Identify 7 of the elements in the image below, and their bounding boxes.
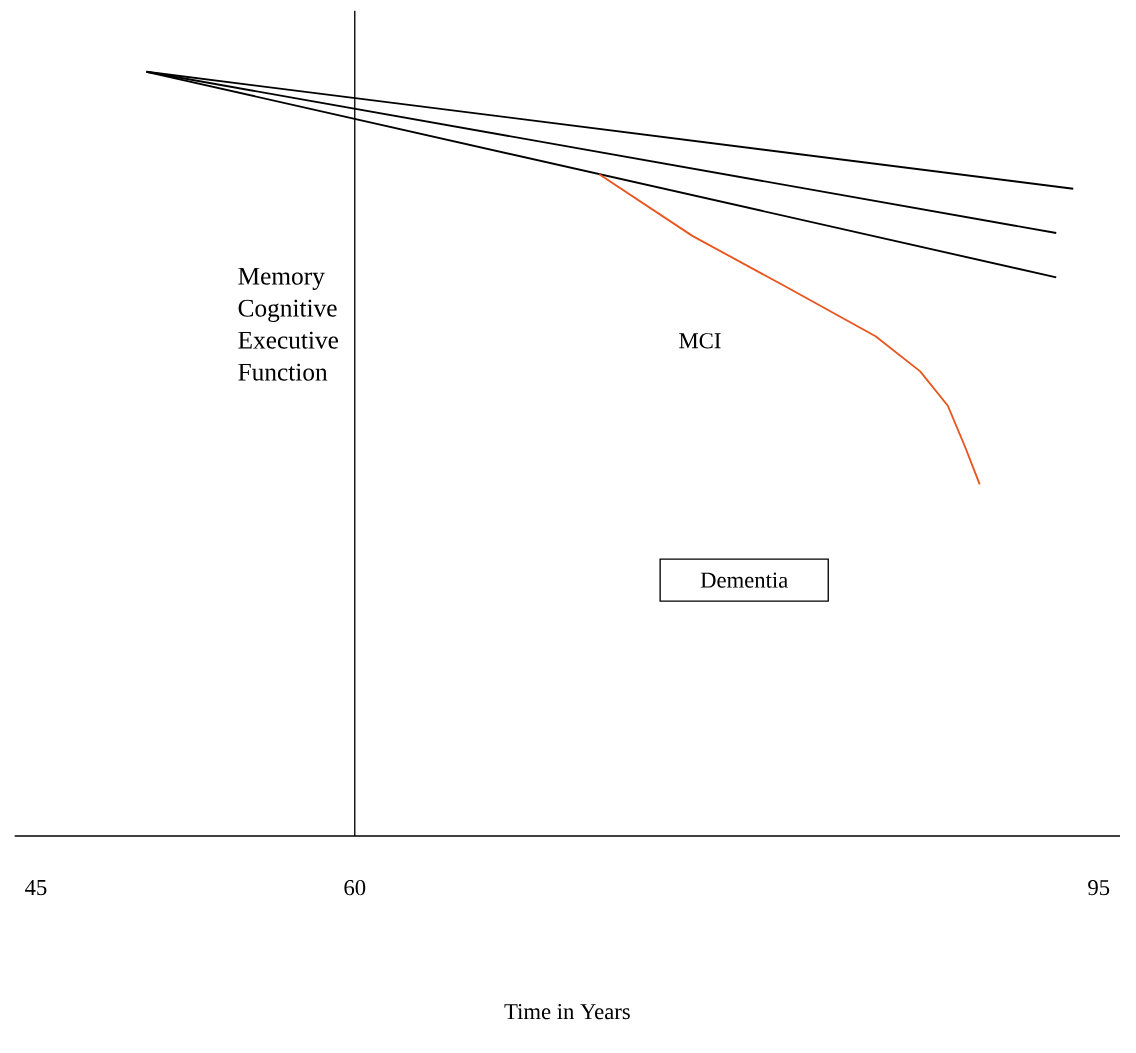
x-tick-label: 45 — [25, 879, 47, 895]
x-axis-title: Time in Years — [504, 1003, 630, 1020]
annotation: Dementia — [700, 572, 788, 588]
annotation: MCI — [679, 333, 721, 349]
x-tick-label: 95 — [1088, 879, 1110, 896]
annotation: Memory Cognitive Executive Function — [238, 267, 339, 381]
x-tick-label: 60 — [344, 879, 366, 896]
